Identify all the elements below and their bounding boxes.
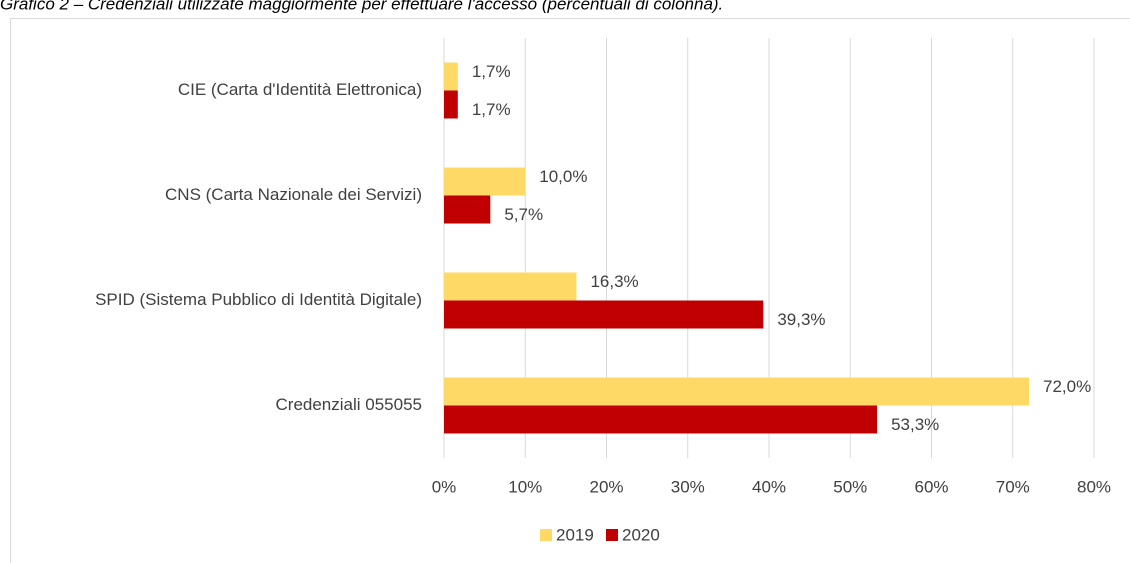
chart-title: Grafico 2 – Credenziali utilizzate maggi…	[0, 0, 723, 13]
data-label: 39,3%	[777, 310, 825, 329]
data-label: 10,0%	[539, 167, 587, 186]
x-tick-label: 0%	[432, 477, 457, 496]
data-label: 1,7%	[472, 62, 511, 81]
bar	[444, 62, 458, 91]
bar	[444, 377, 1029, 406]
legend-swatch	[606, 529, 618, 541]
x-tick-label: 40%	[752, 477, 786, 496]
y-tick-label: CNS (Carta Nazionale dei Servizi)	[165, 185, 422, 204]
data-label: 16,3%	[590, 272, 638, 291]
legend-swatch	[540, 529, 552, 541]
x-tick-label: 20%	[589, 477, 623, 496]
bar	[444, 405, 878, 434]
bar	[444, 167, 526, 196]
data-label: 53,3%	[891, 415, 939, 434]
bar	[444, 300, 764, 329]
data-label: 72,0%	[1043, 377, 1091, 396]
data-label: 5,7%	[504, 205, 543, 224]
bar	[444, 272, 577, 301]
y-tick-label: SPID (Sistema Pubblico di Identità Digit…	[95, 290, 422, 309]
data-label: 1,7%	[472, 100, 511, 119]
x-tick-label: 30%	[671, 477, 705, 496]
x-tick-label: 10%	[508, 477, 542, 496]
legend-label: 2019	[556, 525, 594, 544]
x-tick-label: 70%	[996, 477, 1030, 496]
x-tick-label: 80%	[1077, 477, 1111, 496]
x-tick-label: 60%	[914, 477, 948, 496]
bar	[444, 90, 458, 119]
legend-label: 2020	[622, 525, 660, 544]
bar	[444, 195, 491, 224]
y-tick-label: CIE (Carta d'Identità Elettronica)	[178, 80, 422, 99]
x-tick-label: 50%	[833, 477, 867, 496]
y-tick-label: Credenziali 055055	[276, 395, 423, 414]
